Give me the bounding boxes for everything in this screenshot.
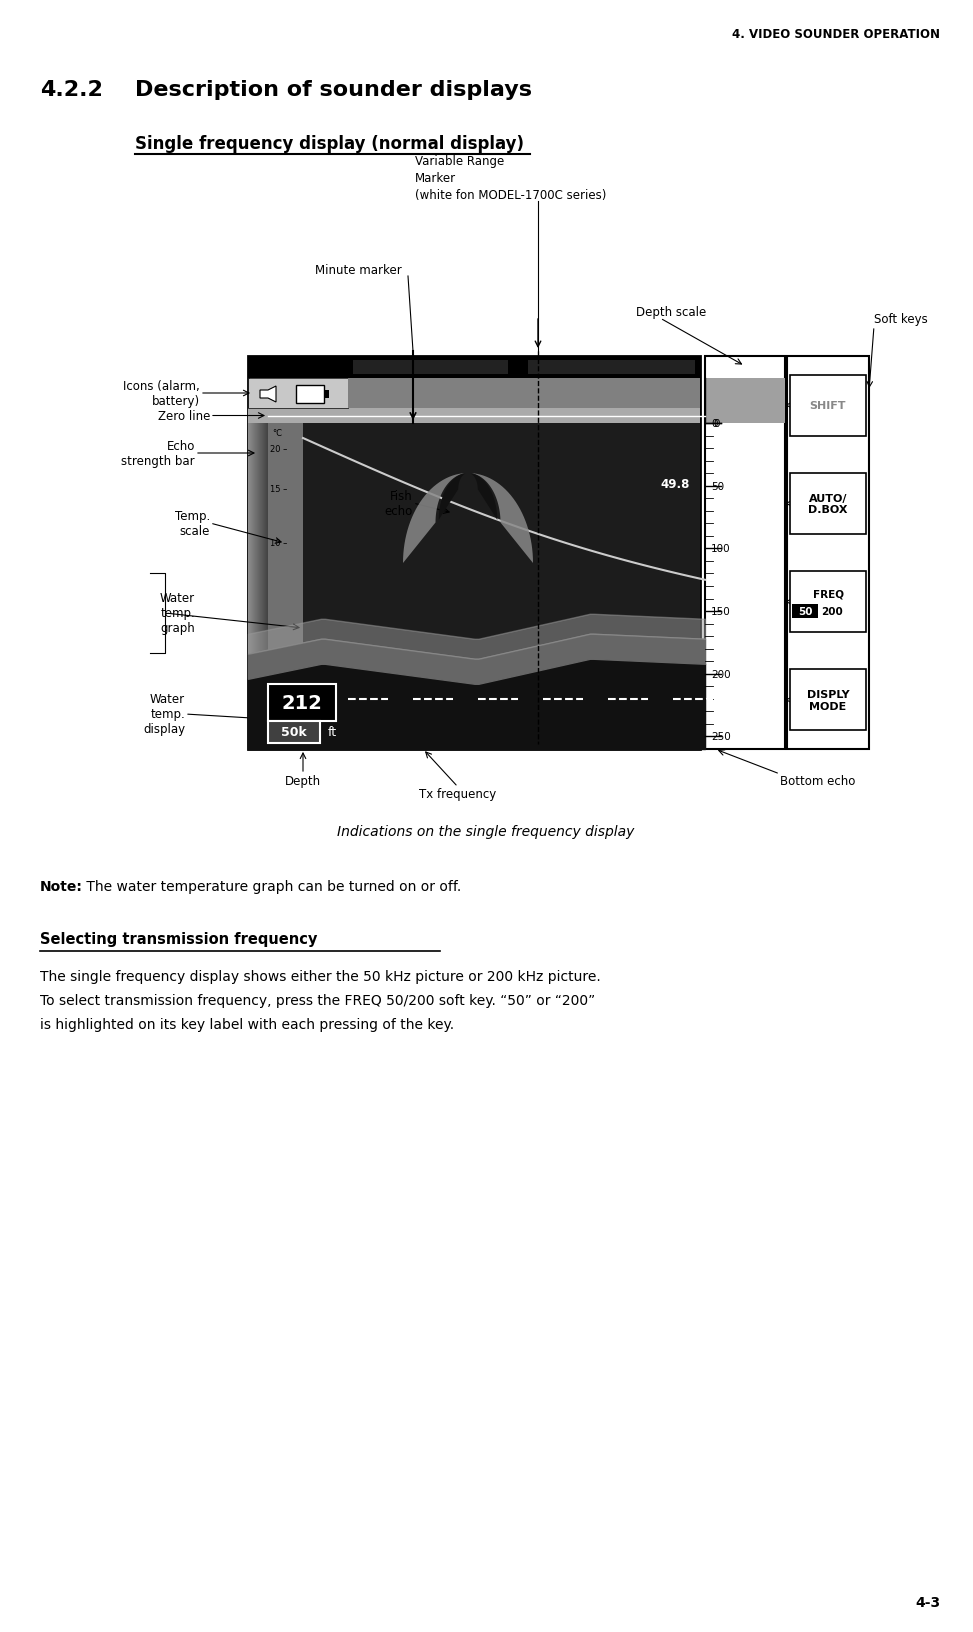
Bar bbox=[264, 424, 265, 749]
Bar bbox=[248, 357, 700, 379]
Text: 49.8: 49.8 bbox=[661, 478, 690, 491]
Text: Fish
echo: Fish echo bbox=[384, 490, 413, 517]
Text: To select transmission frequency, press the FREQ 50/200 soft key. “50” or “200”: To select transmission frequency, press … bbox=[40, 994, 595, 1007]
Bar bbox=[705, 379, 785, 424]
Text: The water temperature graph can be turned on or off.: The water temperature graph can be turne… bbox=[82, 880, 461, 893]
Bar bbox=[253, 424, 254, 749]
Bar bbox=[790, 671, 866, 731]
Bar bbox=[258, 424, 259, 749]
Text: SHIFT: SHIFT bbox=[810, 401, 847, 411]
Text: Soft keys: Soft keys bbox=[874, 312, 927, 325]
Bar bbox=[249, 424, 250, 749]
Text: 0: 0 bbox=[711, 419, 717, 429]
Bar bbox=[266, 424, 267, 749]
Text: 0: 0 bbox=[713, 419, 719, 429]
Polygon shape bbox=[403, 473, 533, 563]
Text: FREQ: FREQ bbox=[812, 589, 844, 599]
Bar bbox=[248, 424, 249, 749]
Text: Description of sounder displays: Description of sounder displays bbox=[135, 80, 532, 100]
Bar bbox=[296, 385, 324, 403]
Text: AUTO/
D.BOX: AUTO/ D.BOX bbox=[809, 493, 847, 514]
Text: 150: 150 bbox=[711, 607, 731, 617]
Text: Single frequency display (normal display): Single frequency display (normal display… bbox=[135, 135, 524, 153]
Text: 50: 50 bbox=[711, 481, 724, 491]
Bar bbox=[787, 357, 869, 749]
Bar bbox=[267, 424, 268, 749]
Text: Temp.
scale: Temp. scale bbox=[175, 509, 210, 537]
Text: Variable Range
Marker
(white fon MODEL-1700C series): Variable Range Marker (white fon MODEL-1… bbox=[415, 155, 606, 202]
Text: Tx frequency: Tx frequency bbox=[419, 788, 496, 801]
Text: Water
temp.
display: Water temp. display bbox=[143, 694, 185, 736]
Bar bbox=[252, 424, 253, 749]
Text: Echo
strength bar: Echo strength bar bbox=[122, 439, 195, 468]
Bar bbox=[259, 424, 260, 749]
Bar bbox=[268, 684, 336, 721]
Bar bbox=[255, 424, 256, 749]
Bar bbox=[348, 379, 700, 408]
Text: 200: 200 bbox=[711, 669, 731, 679]
Bar bbox=[248, 357, 700, 749]
Text: is highlighted on its key label with each pressing of the key.: is highlighted on its key label with eac… bbox=[40, 1017, 454, 1031]
Text: °C: °C bbox=[272, 429, 282, 437]
Bar bbox=[263, 424, 264, 749]
Bar bbox=[261, 424, 262, 749]
Text: Water
temp.
graph: Water temp. graph bbox=[160, 592, 195, 635]
Bar bbox=[790, 375, 866, 436]
Bar bbox=[262, 424, 263, 749]
Bar bbox=[790, 473, 866, 535]
Bar bbox=[528, 361, 695, 375]
Text: Bottom echo: Bottom echo bbox=[780, 775, 855, 788]
Bar bbox=[790, 571, 866, 633]
Polygon shape bbox=[439, 473, 497, 521]
Text: 50k: 50k bbox=[281, 726, 306, 739]
Text: The single frequency display shows either the 50 kHz picture or 200 kHz picture.: The single frequency display shows eithe… bbox=[40, 969, 600, 984]
Bar bbox=[268, 721, 320, 744]
Text: 4.2.2: 4.2.2 bbox=[40, 80, 103, 100]
Bar bbox=[353, 361, 508, 375]
Text: 10 –: 10 – bbox=[270, 539, 287, 548]
Text: 212: 212 bbox=[281, 694, 322, 713]
Text: Zero line: Zero line bbox=[158, 410, 210, 423]
Text: Depth scale: Depth scale bbox=[636, 305, 706, 318]
Text: ft: ft bbox=[328, 726, 337, 739]
Text: 250: 250 bbox=[711, 733, 731, 743]
Bar bbox=[324, 390, 329, 398]
Bar bbox=[260, 424, 261, 749]
Bar bbox=[248, 379, 348, 408]
Bar bbox=[256, 424, 257, 749]
Text: 4. VIDEO SOUNDER OPERATION: 4. VIDEO SOUNDER OPERATION bbox=[732, 28, 940, 41]
Text: 20 –: 20 – bbox=[270, 444, 287, 454]
Text: DISPLY
MODE: DISPLY MODE bbox=[807, 690, 849, 712]
Bar bbox=[248, 408, 700, 424]
Text: Indications on the single frequency display: Indications on the single frequency disp… bbox=[338, 824, 634, 839]
Polygon shape bbox=[260, 387, 276, 403]
Text: Selecting transmission frequency: Selecting transmission frequency bbox=[40, 932, 317, 947]
Text: 50: 50 bbox=[798, 605, 812, 617]
Text: 200: 200 bbox=[821, 605, 843, 617]
Text: 4-3: 4-3 bbox=[915, 1594, 940, 1609]
Bar bbox=[257, 424, 258, 749]
Bar bbox=[254, 424, 255, 749]
Bar bbox=[250, 424, 251, 749]
Bar bbox=[251, 424, 252, 749]
Bar bbox=[792, 604, 818, 619]
Bar bbox=[265, 424, 266, 749]
Bar bbox=[705, 357, 785, 749]
Text: Depth: Depth bbox=[285, 775, 321, 788]
Bar bbox=[248, 424, 700, 749]
Text: Icons (alarm,
battery): Icons (alarm, battery) bbox=[124, 380, 200, 408]
Text: 15 –: 15 – bbox=[270, 485, 287, 493]
Text: Note:: Note: bbox=[40, 880, 83, 893]
Text: Minute marker: Minute marker bbox=[314, 264, 402, 277]
Text: 100: 100 bbox=[711, 543, 731, 553]
Bar bbox=[268, 424, 303, 749]
